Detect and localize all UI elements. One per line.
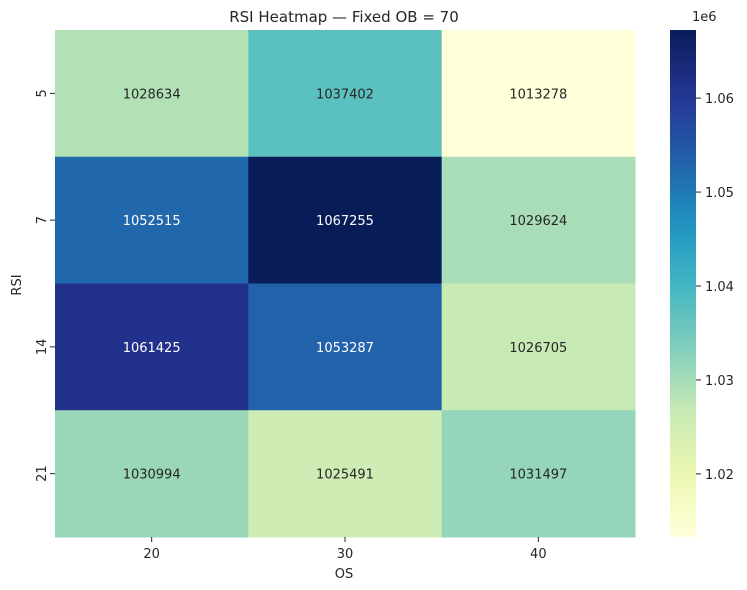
x-axis: 20 30 40 bbox=[143, 537, 547, 562]
heatmap-cell bbox=[441, 30, 636, 158]
cell-value-label: 1029624 bbox=[509, 214, 567, 229]
cell-value-label: 1053287 bbox=[316, 341, 374, 356]
heatmap-cell bbox=[441, 410, 636, 538]
colorbar-tick-label: 1.06 bbox=[705, 92, 734, 107]
y-tick-label: 5 bbox=[35, 89, 50, 97]
cell-value-label: 1052515 bbox=[123, 214, 181, 229]
heatmap-cell bbox=[248, 156, 443, 284]
colorbar-tick-label: 1.02 bbox=[705, 468, 734, 483]
y-tick-label: 14 bbox=[35, 339, 50, 356]
y-axis-label: RSI bbox=[10, 274, 25, 295]
heatmap-cell bbox=[441, 156, 636, 284]
cell-value-label: 1028634 bbox=[123, 87, 181, 102]
heatmap-cell bbox=[248, 283, 443, 411]
heatmap-cell bbox=[248, 30, 443, 158]
colorbar-tick-label: 1.03 bbox=[705, 374, 734, 389]
colorbar-tick-label: 1.05 bbox=[705, 186, 734, 201]
chart-title: RSI Heatmap — Fixed OB = 70 bbox=[229, 8, 459, 26]
x-tick-label: 40 bbox=[530, 547, 547, 562]
cell-value-label: 1030994 bbox=[123, 468, 181, 483]
cell-annotations: 1028634 1037402 1013278 1052515 1067255 10296… bbox=[123, 87, 568, 482]
cell-value-label: 1031497 bbox=[509, 468, 567, 483]
x-tick-label: 30 bbox=[337, 547, 354, 562]
heatmap-cell bbox=[55, 30, 249, 158]
heatmap-cell bbox=[55, 410, 249, 538]
colorbar: 1.02 1.03 1.04 1.05 1.06 1e6 bbox=[670, 10, 734, 537]
colorbar-gradient bbox=[670, 30, 696, 537]
y-axis: 5 7 14 21 bbox=[35, 89, 55, 482]
colorbar-multiplier: 1e6 bbox=[692, 10, 717, 25]
heatmap-cells bbox=[55, 30, 636, 538]
heatmap-cell bbox=[55, 283, 249, 411]
heatmap-cell bbox=[441, 283, 636, 411]
cell-value-label: 1026705 bbox=[509, 341, 567, 356]
cell-value-label: 1067255 bbox=[316, 214, 374, 229]
heatmap-cell bbox=[248, 410, 443, 538]
cell-value-label: 1061425 bbox=[123, 341, 181, 356]
cell-value-label: 1037402 bbox=[316, 87, 374, 102]
x-axis-label: OS bbox=[335, 567, 353, 582]
heatmap-cell bbox=[55, 156, 249, 284]
colorbar-tick-label: 1.04 bbox=[705, 280, 734, 295]
cell-value-label: 1025491 bbox=[316, 468, 374, 483]
cell-value-label: 1013278 bbox=[509, 87, 567, 102]
y-tick-label: 21 bbox=[35, 465, 50, 482]
x-tick-label: 20 bbox=[143, 547, 160, 562]
y-tick-label: 7 bbox=[35, 216, 50, 224]
